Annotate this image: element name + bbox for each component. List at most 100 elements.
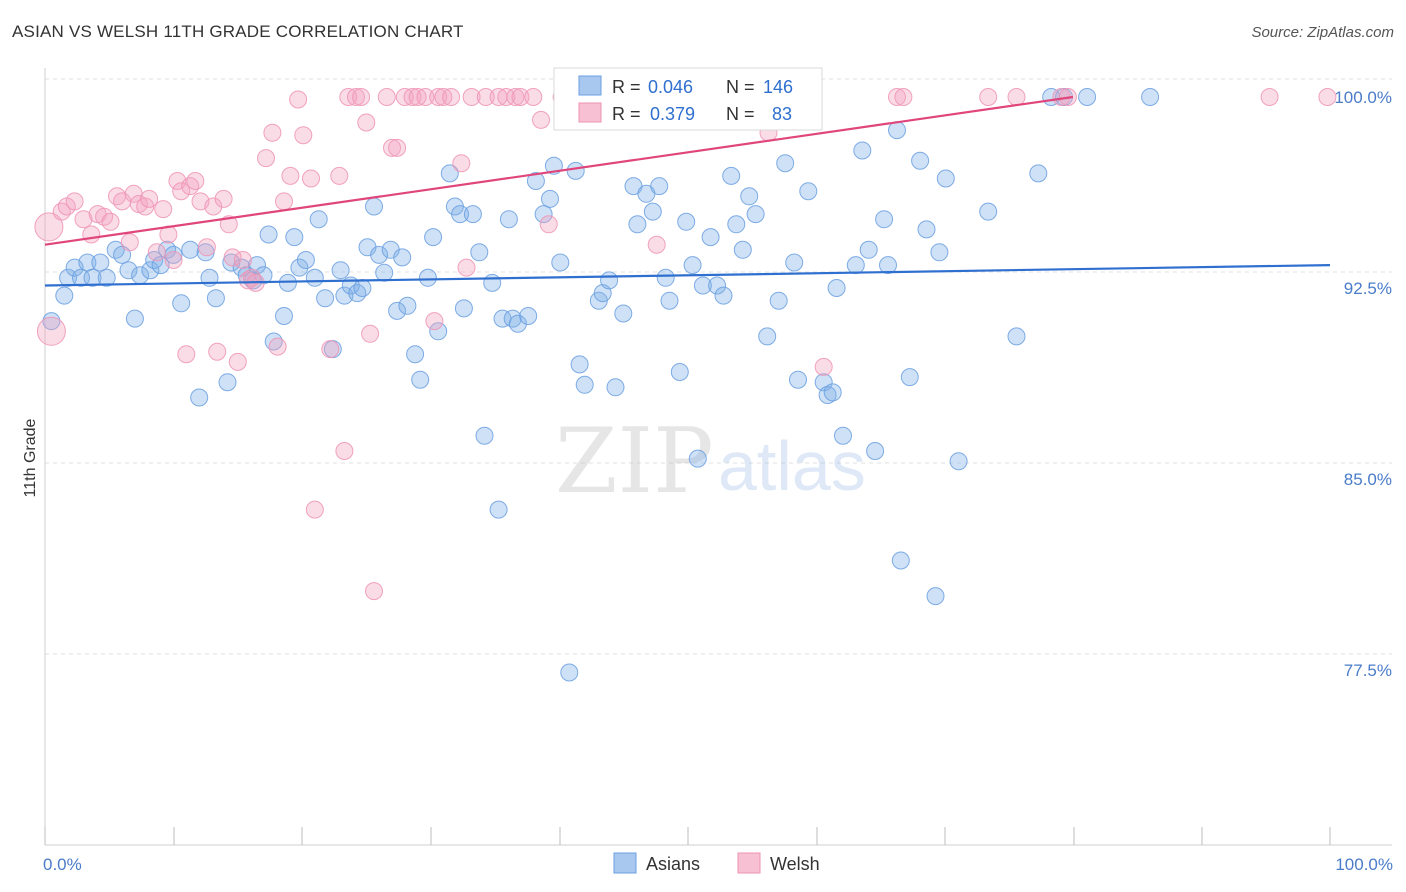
welsh-point-77 (539, 215, 558, 234)
welsh-point-32 (223, 248, 242, 267)
asians-point-123 (866, 442, 885, 460)
watermark-zip: ZIP (555, 409, 714, 514)
welsh-point-29 (208, 342, 227, 361)
asians-point-125 (879, 256, 897, 275)
welsh-point-60 (403, 88, 422, 106)
welsh-point-6 (82, 225, 101, 244)
asians-point-81 (566, 161, 585, 180)
asians-point-7 (91, 253, 110, 272)
asians-point-97 (677, 212, 696, 231)
asians-point-61 (440, 164, 459, 183)
welsh-point-30 (214, 189, 233, 208)
welsh-point-27 (197, 238, 216, 257)
asians-point-103 (714, 286, 733, 305)
welsh-point-54 (361, 324, 380, 343)
stats-n-value-asians: 146 (763, 77, 793, 97)
y-tick-label-3: 100.0% (1334, 88, 1392, 107)
asians-point-134 (949, 452, 968, 471)
welsh-point-4 (65, 192, 84, 211)
asians-point-108 (746, 205, 765, 224)
tick-labels: 77.5% 85.0% 92.5% 100.0% 0.0% 100.0% (43, 88, 1393, 874)
asians-point-36 (285, 228, 304, 247)
welsh-point-46 (305, 500, 324, 519)
welsh-point-49 (335, 442, 354, 460)
stats-n-label-welsh: N = (726, 104, 755, 124)
y-tick-label-1: 85.0% (1344, 470, 1392, 489)
welsh-point-33 (228, 352, 247, 371)
asians-point-8 (97, 268, 116, 287)
asians-point-66 (470, 243, 489, 262)
grid-lines (45, 78, 1392, 655)
asians-point-50 (370, 245, 389, 264)
legend-swatch-welsh (737, 852, 761, 874)
welsh-point-53 (357, 113, 376, 132)
asians-point-0 (42, 312, 61, 331)
asians-point-68 (483, 273, 502, 292)
asians-point-110 (769, 291, 788, 310)
y-tick-label-2: 92.5% (1344, 279, 1392, 298)
welsh-point-20 (164, 251, 183, 269)
welsh-point-51 (347, 88, 365, 106)
asians-point-19 (172, 294, 191, 313)
stats-n-value-welsh: 83 (772, 104, 792, 124)
stats-r-label-asians: R = (612, 77, 641, 97)
asians-point-35 (278, 273, 297, 292)
asians-point-47 (353, 279, 372, 297)
welsh-point-42 (281, 166, 300, 185)
welsh-point-43 (289, 90, 308, 109)
welsh-point-44 (294, 126, 313, 145)
welsh-point-83 (888, 88, 906, 106)
stats-r-value-asians: 0.046 (648, 77, 693, 97)
asians-point-24 (206, 289, 225, 308)
legend-label-welsh: Welsh (770, 854, 820, 874)
welsh-point-1 (36, 316, 66, 346)
asians-point-90 (628, 215, 647, 234)
asians-point-133 (936, 169, 955, 188)
asians-point-34 (275, 307, 293, 325)
watermark: ZIP atlas (555, 409, 866, 514)
welsh-point-69 (462, 88, 481, 106)
asians-point-132 (930, 243, 949, 262)
welsh-point-16 (140, 189, 159, 208)
welsh-point-18 (154, 200, 173, 219)
asians-point-122 (859, 240, 878, 259)
asians-point-124 (875, 210, 894, 229)
welsh-point-40 (268, 337, 287, 356)
asians-point-64 (454, 299, 473, 318)
asians-point-82 (570, 355, 589, 374)
welsh-point-28 (204, 197, 223, 216)
welsh-point-61 (408, 88, 427, 106)
asians-trend-line (44, 264, 1331, 287)
asians-point-57 (411, 370, 430, 389)
asians-point-141 (1141, 88, 1160, 106)
asians-point-113 (789, 370, 807, 389)
asians-point-51 (375, 263, 394, 282)
asians-point-37 (290, 258, 309, 277)
welsh-point-0 (34, 212, 64, 242)
asians-point-39 (305, 268, 324, 287)
y-tick-label-0: 77.5% (1344, 661, 1392, 680)
asians-point-100 (693, 276, 712, 295)
welsh-point-41 (275, 192, 293, 211)
source-credit: Source: ZipAtlas.com (1251, 24, 1394, 41)
welsh-point-47 (321, 340, 340, 359)
welsh-point-56 (377, 88, 396, 106)
welsh-point-48 (330, 166, 349, 185)
asians-point-63 (451, 205, 470, 224)
asians-point-6 (83, 268, 102, 287)
asians-point-46 (348, 284, 367, 303)
welsh-point-23 (177, 345, 196, 364)
welsh-point-64 (429, 88, 448, 106)
legend-label-asians: Asians (646, 854, 700, 874)
asians-point-120 (846, 256, 865, 275)
asians-point-20 (181, 240, 200, 259)
welsh-point-66 (442, 88, 461, 106)
asians-point-92 (643, 202, 662, 221)
asians-point-137 (1029, 164, 1048, 183)
asians-point-25 (218, 373, 237, 392)
asians-point-117 (823, 383, 842, 402)
welsh-point-67 (452, 154, 471, 173)
asians-point-1 (55, 286, 74, 305)
welsh-point-76 (532, 110, 550, 129)
welsh-point-39 (263, 123, 282, 142)
